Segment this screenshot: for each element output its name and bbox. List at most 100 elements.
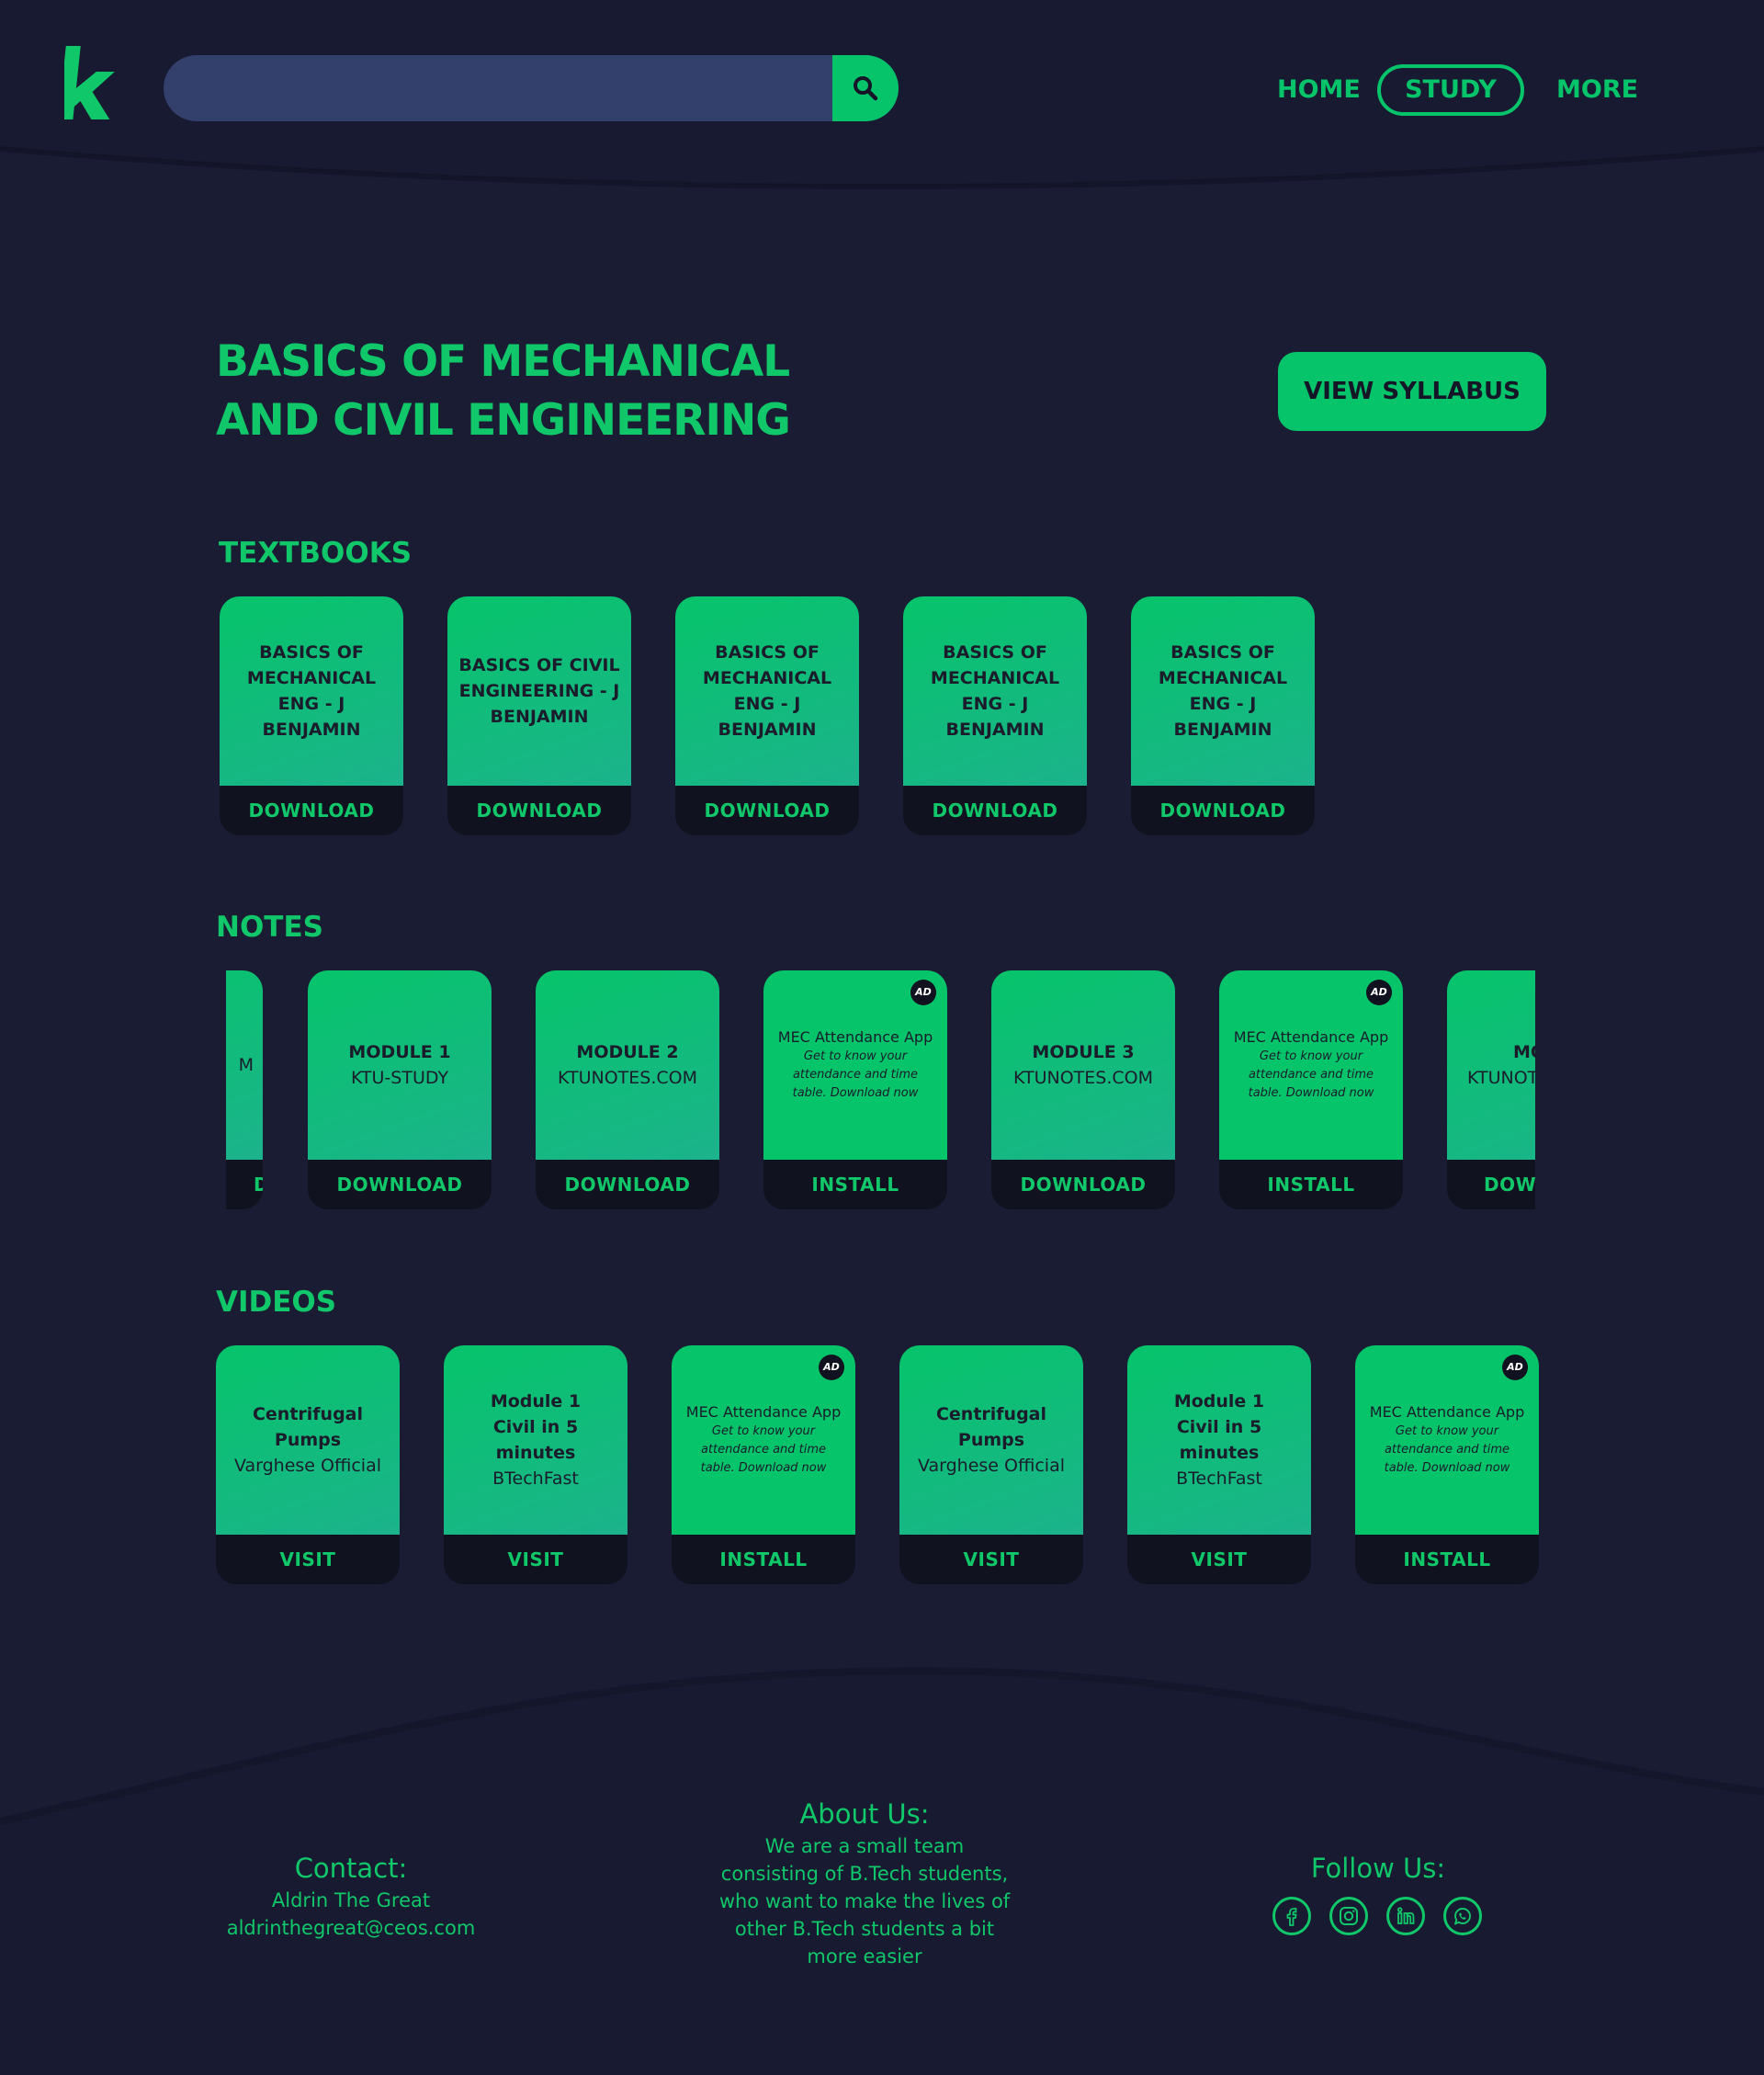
page-title-line1: BASICS OF MECHANICAL xyxy=(216,336,790,387)
videos-row: Centrifugal Pumps Varghese Official VISI… xyxy=(0,1345,1764,1584)
download-button[interactable]: DOWNLOAD xyxy=(476,799,603,822)
install-button[interactable]: INSTALL xyxy=(811,1174,899,1196)
video-channel: BTechFast xyxy=(1176,1468,1262,1489)
ad-title: MEC Attendance App xyxy=(777,1028,933,1046)
textbook-title: BASICS OF MECHANICAL ENG - J BENJAMIN xyxy=(246,642,377,740)
instagram-icon xyxy=(1340,1907,1358,1925)
contact-name: Aldrin The Great xyxy=(271,1889,431,1911)
facebook-icon xyxy=(1286,1908,1297,1926)
footer-contact: Contact: Aldrin The Great aldrinthegreat… xyxy=(193,1850,509,1942)
instagram-link[interactable] xyxy=(1329,1897,1368,1935)
about-line: who want to make the lives of xyxy=(718,1890,1011,1912)
video-card[interactable]: Centrifugal Pumps Varghese Official VISI… xyxy=(899,1345,1083,1584)
download-button[interactable]: DOWNLOAD xyxy=(932,799,1058,822)
download-button[interactable]: DOWNLOAD xyxy=(248,799,375,822)
note-card[interactable]: MODULE 3 KTUNOTES.COM DOWNLOAD xyxy=(991,970,1175,1209)
note-source: M xyxy=(238,1055,254,1075)
note-card[interactable]: MODULE 1 KTU-STUDY DOWNLOAD xyxy=(308,970,492,1209)
download-button[interactable]: DOWNLOAD xyxy=(704,799,831,822)
follow-heading: Follow Us: xyxy=(1310,1853,1446,1884)
ad-description: Get to know your attendance and time tab… xyxy=(700,1424,827,1475)
about-heading: About Us: xyxy=(799,1798,930,1830)
ad-title: MEC Attendance App xyxy=(1369,1403,1525,1421)
note-title: MODULE 1 xyxy=(348,1042,451,1062)
download-button[interactable]: DOWNLOAD xyxy=(1020,1174,1147,1196)
video-channel: Varghese Official xyxy=(233,1456,382,1476)
download-button[interactable]: D xyxy=(226,1160,263,1209)
download-button[interactable]: DOWNLOAD xyxy=(564,1174,691,1196)
about-line: more easier xyxy=(807,1945,922,1967)
page-title-line2: AND CIVIL ENGINEERING xyxy=(216,395,791,446)
ad-description: Get to know your attendance and time tab… xyxy=(1248,1049,1374,1100)
search-bar xyxy=(164,55,899,121)
textbook-title: BASICS OF MECHANICAL ENG - J BENJAMIN xyxy=(1158,642,1288,740)
videos-heading: VIDEOS xyxy=(216,1286,337,1319)
ad-card[interactable]: AD MEC Attendance App Get to know your a… xyxy=(672,1345,855,1584)
textbook-title: BASICS OF MECHANICAL ENG - J BENJAMIN xyxy=(930,642,1060,740)
textbook-card[interactable]: BASICS OF MECHANICAL ENG - J BENJAMIN DO… xyxy=(675,596,859,835)
linkedin-icon xyxy=(1396,1907,1415,1924)
note-card[interactable]: MODULE 2 KTUNOTES.COM DOWNLOAD xyxy=(536,970,719,1209)
textbook-title: BASICS OF MECHANICAL ENG - J BENJAMIN xyxy=(702,642,832,740)
download-button[interactable]: DOWNLOAD xyxy=(336,1174,463,1196)
note-source: KTUNOTES.COM xyxy=(558,1068,697,1088)
facebook-link[interactable] xyxy=(1272,1897,1311,1935)
logo[interactable] xyxy=(64,44,119,121)
download-button-label: D xyxy=(254,1174,263,1196)
ad-card[interactable]: AD MEC Attendance App Get to know your a… xyxy=(1355,1345,1539,1584)
whatsapp-link[interactable] xyxy=(1443,1897,1482,1935)
download-button[interactable]: DOWI xyxy=(1484,1174,1535,1196)
video-title: Module 1 Civil in 5 minutes xyxy=(1173,1391,1265,1463)
visit-button[interactable]: VISIT xyxy=(279,1548,336,1570)
linkedin-link[interactable] xyxy=(1386,1897,1425,1935)
install-button[interactable]: INSTALL xyxy=(719,1548,808,1570)
footer-follow: Follow Us: xyxy=(1268,1850,1488,1887)
search-button[interactable] xyxy=(832,55,899,121)
note-source: KTU-STUDY xyxy=(350,1068,449,1088)
video-title: Module 1 Civil in 5 minutes xyxy=(490,1391,582,1463)
install-button[interactable]: INSTALL xyxy=(1267,1174,1355,1196)
ad-card[interactable]: AD MEC Attendance App Get to know your a… xyxy=(1219,970,1403,1209)
search-icon xyxy=(854,76,878,101)
nav-more[interactable]: MORE xyxy=(1556,75,1639,104)
textbook-title: BASICS OF CIVIL ENGINEERING - J BENJAMIN xyxy=(458,655,620,727)
note-source: KTUNOT xyxy=(1467,1068,1535,1088)
video-channel: Varghese Official xyxy=(917,1456,1066,1476)
video-card[interactable]: Module 1 Civil in 5 minutes BTechFast VI… xyxy=(444,1345,628,1584)
ad-card[interactable]: AD MEC Attendance App Get to know your a… xyxy=(763,970,947,1209)
textbook-card[interactable]: BASICS OF MECHANICAL ENG - J BENJAMIN DO… xyxy=(903,596,1087,835)
about-line: We are a small team xyxy=(764,1835,965,1857)
nav-study[interactable]: STUDY xyxy=(1377,64,1524,116)
footer-background xyxy=(0,1666,1764,2075)
textbook-card[interactable]: BASICS OF CIVIL ENGINEERING - J BENJAMIN… xyxy=(447,596,631,835)
ad-badge: AD xyxy=(819,1355,844,1380)
search-input[interactable] xyxy=(164,55,831,121)
textbooks-row: BASICS OF MECHANICAL ENG - J BENJAMIN DO… xyxy=(0,596,1764,835)
about-line: other B.Tech students a bit xyxy=(734,1918,995,1940)
visit-button[interactable]: VISIT xyxy=(507,1548,564,1570)
note-card[interactable]: M D xyxy=(226,970,263,1209)
footer-about: About Us: We are a small team consisting… xyxy=(698,1796,1031,1970)
video-title: Centrifugal Pumps xyxy=(252,1404,364,1450)
video-card[interactable]: Centrifugal Pumps Varghese Official VISI… xyxy=(216,1345,400,1584)
note-title: MOD xyxy=(1513,1042,1535,1062)
video-channel: BTechFast xyxy=(492,1468,579,1489)
ad-title: MEC Attendance App xyxy=(1233,1028,1389,1046)
header-wave xyxy=(0,129,1764,211)
note-title: MODULE 2 xyxy=(576,1042,679,1062)
ad-badge: AD xyxy=(1366,980,1392,1005)
note-card[interactable]: MOD KTUNOT DOWI xyxy=(1447,970,1535,1209)
install-button[interactable]: INSTALL xyxy=(1403,1548,1491,1570)
view-syllabus-button[interactable]: VIEW SYLLABUS xyxy=(1278,352,1546,431)
textbook-card[interactable]: BASICS OF MECHANICAL ENG - J BENJAMIN DO… xyxy=(1131,596,1315,835)
notes-carousel[interactable]: M D MODULE 1 KTU-STUDY DOWNLOAD MODULE 2… xyxy=(226,970,1535,1209)
nav-home[interactable]: HOME xyxy=(1277,75,1361,104)
visit-button[interactable]: VISIT xyxy=(963,1548,1020,1570)
visit-button[interactable]: VISIT xyxy=(1191,1548,1248,1570)
video-card[interactable]: Module 1 Civil in 5 minutes BTechFast VI… xyxy=(1127,1345,1311,1584)
contact-email[interactable]: aldrinthegreat@ceos.com xyxy=(226,1917,476,1939)
note-source: KTUNOTES.COM xyxy=(1013,1068,1153,1088)
textbook-card[interactable]: BASICS OF MECHANICAL ENG - J BENJAMIN DO… xyxy=(220,596,403,835)
textbooks-heading: TEXTBOOKS xyxy=(219,537,413,570)
download-button[interactable]: DOWNLOAD xyxy=(1159,799,1286,822)
